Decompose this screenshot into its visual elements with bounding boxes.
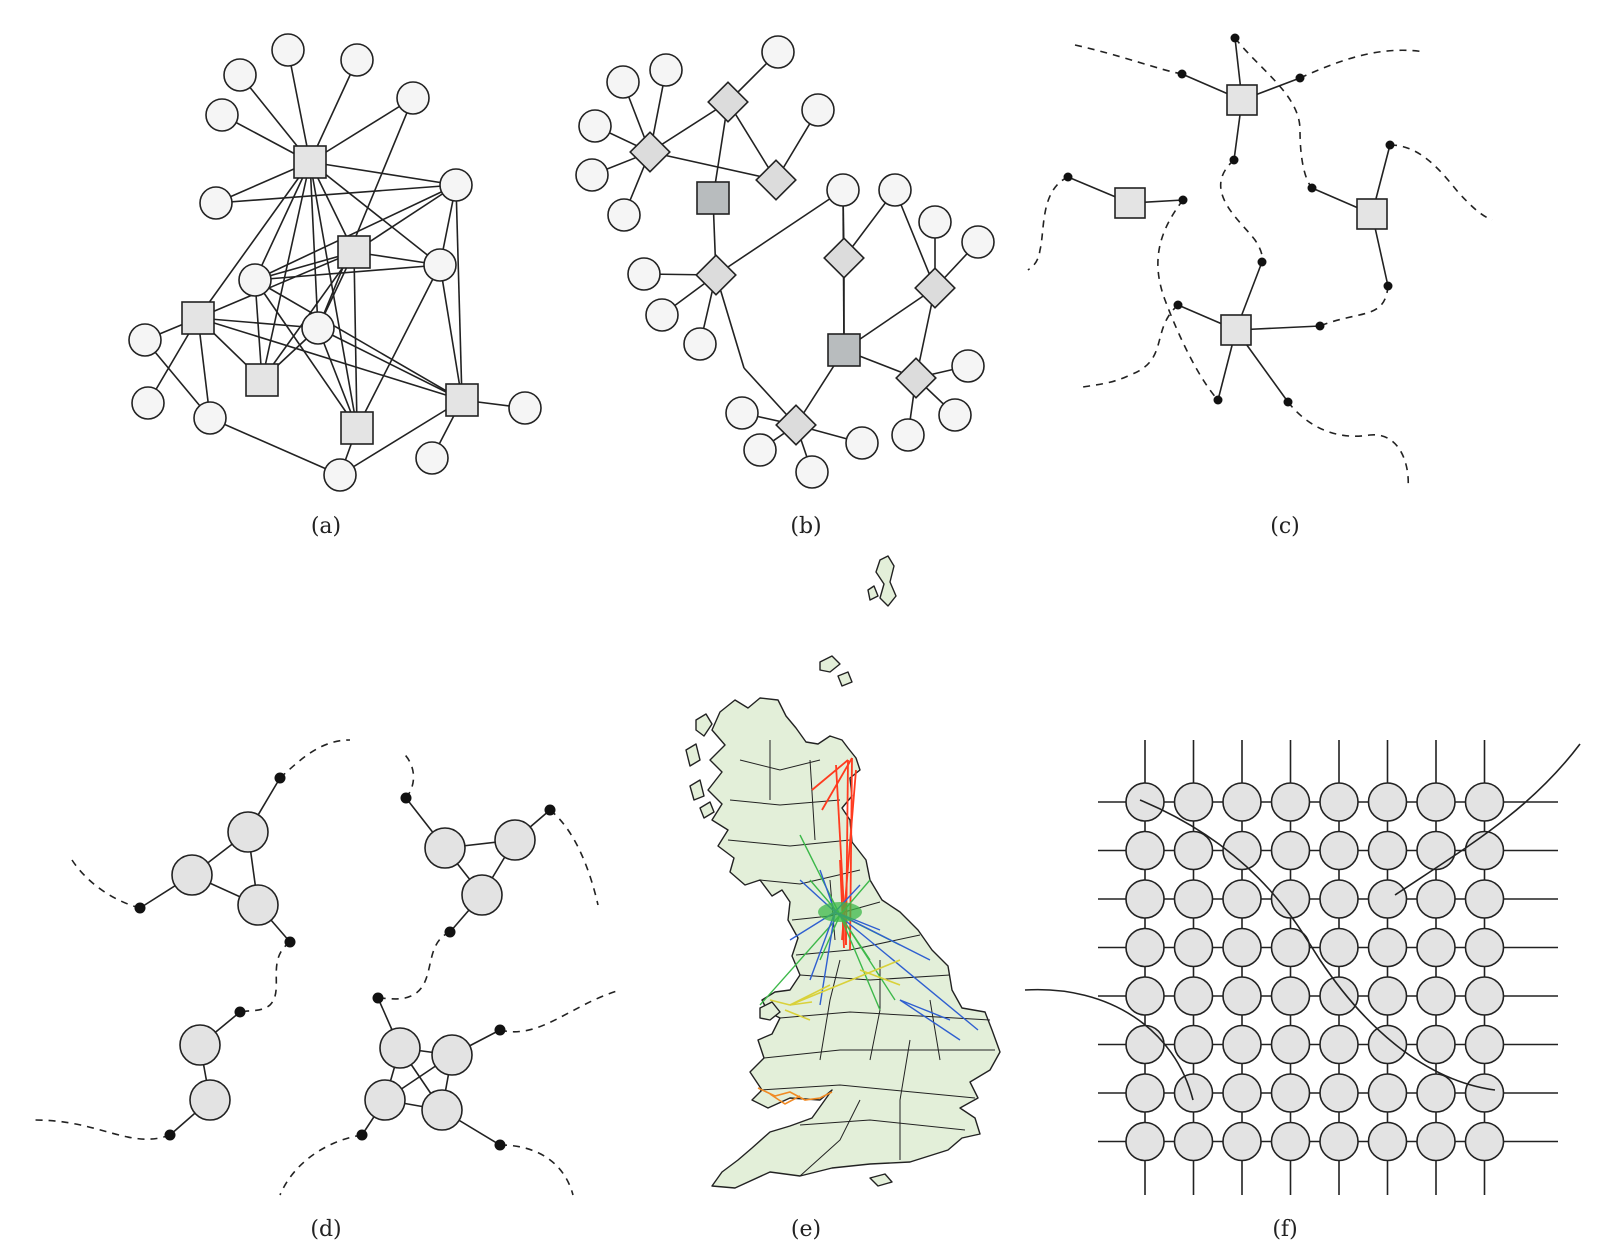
panel-label-f: (f) bbox=[1272, 1217, 1297, 1242]
grid-node bbox=[1367, 879, 1408, 919]
grid-node bbox=[1319, 1024, 1359, 1065]
grid-node bbox=[1416, 1024, 1456, 1065]
grid-node bbox=[1222, 1121, 1262, 1162]
grid-node bbox=[1464, 1121, 1505, 1162]
grid-node bbox=[1270, 927, 1311, 968]
grid-node bbox=[1416, 976, 1456, 1016]
panel-label-d: (d) bbox=[310, 1217, 341, 1242]
grid-node bbox=[1319, 1121, 1359, 1162]
grid-node bbox=[1270, 830, 1311, 871]
uk-map-land bbox=[685, 555, 1001, 1189]
grid-node bbox=[1416, 1073, 1456, 1113]
grid-node bbox=[1367, 976, 1408, 1016]
grid-node bbox=[1270, 1121, 1311, 1162]
panel-d-dashed-links bbox=[34, 739, 621, 1196]
panel-label-c: (c) bbox=[1270, 514, 1300, 539]
grid-node bbox=[1173, 1073, 1214, 1113]
panel-d-coupled-clusters bbox=[34, 739, 621, 1196]
panel-f-lattice-network bbox=[1024, 740, 1581, 1195]
flow-lines-yellow bbox=[769, 959, 901, 1021]
grid-node bbox=[1222, 830, 1262, 871]
panel-b-dark-square-hubs bbox=[696, 181, 861, 367]
grid-node bbox=[1319, 830, 1359, 871]
panel-d-cluster-nodes bbox=[171, 811, 536, 1131]
grid-node bbox=[1416, 879, 1456, 919]
grid-node bbox=[1319, 782, 1359, 822]
grid-node bbox=[1416, 927, 1456, 968]
grid-node bbox=[1125, 1024, 1165, 1065]
grid-node bbox=[1222, 976, 1262, 1016]
grid-node bbox=[1319, 976, 1359, 1016]
grid-node bbox=[1464, 1073, 1505, 1113]
grid-node bbox=[1125, 830, 1165, 871]
grid-node bbox=[1173, 879, 1214, 919]
grid-node bbox=[1125, 879, 1165, 919]
grid-nodes bbox=[1125, 782, 1505, 1162]
panel-c-square-subsystems bbox=[1114, 84, 1388, 346]
grid-node bbox=[1416, 1121, 1456, 1162]
panel-c-coupled-subsystems bbox=[1027, 33, 1493, 489]
grid-node bbox=[1125, 1121, 1165, 1162]
panel-label-e: (e) bbox=[791, 1217, 821, 1242]
grid-node bbox=[1222, 782, 1262, 822]
grid-node bbox=[1367, 1121, 1408, 1162]
grid-node bbox=[1367, 830, 1408, 871]
grid-node bbox=[1270, 1073, 1311, 1113]
panel-c-terminal-dots bbox=[1063, 33, 1395, 407]
grid-node bbox=[1367, 927, 1408, 968]
grid-node bbox=[1416, 782, 1456, 822]
grid-node bbox=[1173, 782, 1214, 822]
panel-b-diamond-nodes bbox=[629, 81, 956, 446]
grid-node bbox=[1173, 927, 1214, 968]
grid-node bbox=[1222, 1024, 1262, 1065]
grid-node bbox=[1367, 782, 1408, 822]
grid-node bbox=[1270, 782, 1311, 822]
grid-node bbox=[1367, 1024, 1408, 1065]
grid-node bbox=[1222, 1073, 1262, 1113]
grid-node bbox=[1270, 879, 1311, 919]
panel-label-b: (b) bbox=[790, 514, 821, 539]
grid-node bbox=[1173, 976, 1214, 1016]
grid-node bbox=[1173, 1121, 1214, 1162]
grid-node bbox=[1367, 1073, 1408, 1113]
panel-b-circle-nodes bbox=[575, 35, 995, 489]
grid-node bbox=[1464, 782, 1505, 822]
flow-hub-cluster bbox=[818, 902, 862, 922]
panel-a-star-network bbox=[128, 33, 542, 492]
panel-e-uk-flow-map bbox=[685, 555, 1001, 1189]
flow-lines-orange bbox=[757, 1087, 833, 1105]
grid-node bbox=[1173, 1024, 1214, 1065]
grid-node bbox=[1125, 1073, 1165, 1113]
grid-node bbox=[1125, 927, 1165, 968]
panel-c-dashed-links bbox=[1027, 37, 1493, 489]
grid-node bbox=[1319, 927, 1359, 968]
grid-node bbox=[1464, 830, 1505, 871]
panel-b-hierarchical-network bbox=[575, 35, 995, 489]
grid-node bbox=[1125, 976, 1165, 1016]
grid-node bbox=[1416, 830, 1456, 871]
grid-node bbox=[1270, 976, 1311, 1016]
grid-node bbox=[1464, 976, 1505, 1016]
grid-node bbox=[1270, 1024, 1311, 1065]
grid-node bbox=[1464, 879, 1505, 919]
panel-labels: (a) (b) (c) (d) (e) (f) bbox=[310, 514, 1299, 1242]
grid-node bbox=[1464, 1024, 1505, 1065]
grid-node bbox=[1222, 927, 1262, 968]
grid-node bbox=[1222, 879, 1262, 919]
panel-a-circle-nodes bbox=[128, 33, 542, 492]
grid-node bbox=[1464, 927, 1505, 968]
panel-label-a: (a) bbox=[311, 514, 341, 539]
grid-node bbox=[1319, 879, 1359, 919]
panel-d-terminal-dots bbox=[134, 772, 556, 1151]
lattice-boundary-curves bbox=[1024, 743, 1581, 1101]
grid-node bbox=[1319, 1073, 1359, 1113]
panel-a-square-hubs bbox=[181, 145, 479, 445]
grid-node bbox=[1173, 830, 1214, 871]
